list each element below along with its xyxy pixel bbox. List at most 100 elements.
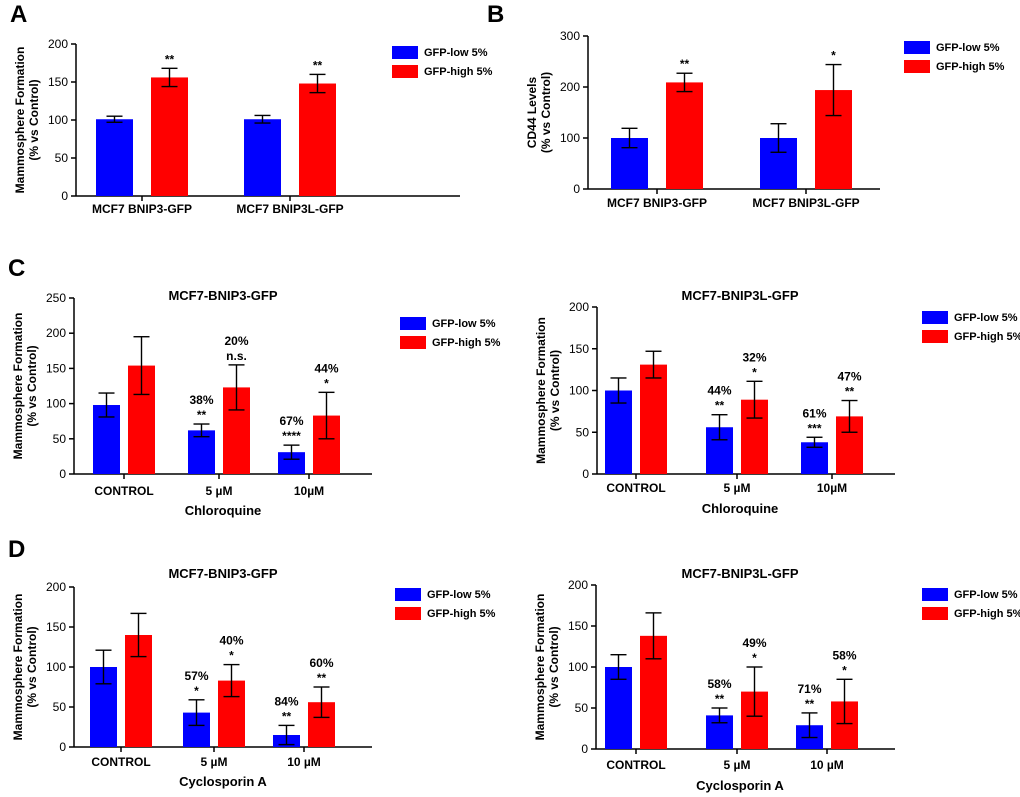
legend-swatch — [922, 311, 948, 324]
significance-label: * — [752, 365, 757, 379]
legend-swatch — [395, 607, 421, 620]
y-tick-label: 300 — [560, 29, 580, 43]
x-axis-title: Chloroquine — [702, 501, 779, 516]
chart-a: A 0 50 100 150 200 Mammosphere Formation (% vs … — [10, 1, 493, 216]
significance-label: * — [324, 376, 329, 390]
y-tick-label: 200 — [568, 578, 588, 592]
bar-gfp-high — [640, 364, 667, 474]
chart-title: MCF7-BNIP3-GFP — [168, 566, 277, 581]
significance-label: 32% — [742, 350, 766, 364]
legend-label: GFP-high 5% — [432, 337, 501, 349]
x-category-label: 10µM — [294, 484, 324, 498]
bar-gfp-low — [278, 452, 305, 474]
y-axis-title: (% vs Control) — [548, 350, 562, 431]
significance-label: 47% — [837, 370, 861, 384]
x-category-label: MCF7 BNIP3L-GFP — [752, 196, 859, 210]
y-tick-label: 100 — [48, 113, 68, 127]
bar-gfp-high — [666, 82, 703, 189]
chart-title: MCF7-BNIP3-GFP — [168, 288, 277, 303]
legend-label: GFP-high 5% — [424, 66, 493, 78]
significance-label: ** — [165, 52, 175, 66]
legend-swatch — [904, 60, 930, 73]
x-category-label: 10µM — [817, 481, 847, 495]
panel-label: B — [487, 1, 504, 28]
y-tick-label: 0 — [573, 182, 580, 196]
y-tick-label: 50 — [576, 425, 590, 439]
y-tick-label: 0 — [59, 740, 66, 754]
y-tick-label: 100 — [569, 384, 589, 398]
legend-label: GFP-high 5% — [936, 61, 1005, 73]
chart-b: B 0 100 200 300 CD44 Levels (% vs Control) MCF7… — [487, 1, 1005, 210]
x-category-label: 5 µM — [724, 758, 751, 772]
chart-title: MCF7-BNIP3L-GFP — [682, 566, 799, 581]
chart-c2: MCF7-BNIP3L-GFP 0 50 100 150 200 Mammosphere F… — [534, 288, 1020, 516]
y-tick-label: 0 — [582, 467, 589, 481]
x-axis-title: Cyclosporin A — [179, 774, 267, 789]
significance-label: 61% — [802, 406, 826, 420]
x-category-label: 5 µM — [724, 481, 751, 495]
y-tick-label: 200 — [560, 80, 580, 94]
x-category-label: CONTROL — [606, 481, 665, 495]
legend-label: GFP-low 5% — [424, 47, 488, 59]
significance-label: 57% — [184, 669, 208, 683]
y-tick-label: 0 — [61, 189, 68, 203]
y-axis-title: Mammosphere Formation — [534, 317, 548, 464]
y-tick-label: 200 — [569, 300, 589, 314]
chart-d2: MCF7-BNIP3L-GFP 0 50 100 150 200 Mammosphere F… — [533, 566, 1020, 793]
legend-swatch — [392, 65, 418, 78]
x-category-label: 10 µM — [287, 755, 321, 769]
x-category-label: MCF7 BNIP3-GFP — [92, 202, 192, 216]
significance-label: 49% — [742, 636, 766, 650]
bar-gfp-low — [188, 430, 215, 474]
bar-gfp-high — [151, 77, 188, 196]
significance-label: ** — [715, 399, 725, 413]
significance-label: ** — [282, 709, 292, 723]
y-axis-title: Mammosphere Formation — [11, 594, 25, 741]
y-axis-title: Mammosphere Formation — [13, 47, 27, 194]
significance-label: * — [229, 649, 234, 663]
y-tick-label: 150 — [568, 619, 588, 633]
y-axis-title: Mammosphere Formation — [533, 594, 547, 741]
x-axis-title: Chloroquine — [185, 503, 262, 518]
significance-label: 58% — [707, 677, 731, 691]
y-tick-label: 150 — [48, 75, 68, 89]
legend-label: GFP-low 5% — [432, 318, 496, 330]
legend-label: GFP-low 5% — [954, 312, 1018, 324]
y-tick-label: 50 — [575, 701, 589, 715]
significance-label: 44% — [314, 361, 338, 375]
y-tick-label: 200 — [46, 580, 66, 594]
y-tick-label: 100 — [568, 660, 588, 674]
significance-label: 58% — [832, 648, 856, 662]
significance-label: ** — [680, 57, 690, 71]
y-axis-title: (% vs Control) — [25, 345, 39, 426]
x-category-label: CONTROL — [91, 755, 150, 769]
legend-swatch — [904, 41, 930, 54]
y-tick-label: 100 — [46, 660, 66, 674]
legend-swatch — [392, 46, 418, 59]
legend-label: GFP-high 5% — [954, 331, 1020, 343]
legend-label: GFP-low 5% — [427, 589, 491, 601]
chart-d1: D MCF7-BNIP3-GFP 0 50 100 150 200 Mammosphere F… — [8, 536, 496, 789]
significance-label: 60% — [309, 656, 333, 670]
legend-swatch — [922, 607, 948, 620]
significance-label: * — [194, 684, 199, 698]
x-category-label: CONTROL — [94, 484, 153, 498]
bar-gfp-low — [605, 390, 632, 474]
bar-gfp-low — [96, 119, 133, 196]
x-category-label: 5 µM — [201, 755, 228, 769]
bar-gfp-low — [244, 119, 281, 196]
chart-title: MCF7-BNIP3L-GFP — [682, 288, 799, 303]
significance-label: * — [842, 663, 847, 677]
significance-label: ** — [715, 692, 725, 706]
significance-label: ** — [317, 671, 327, 685]
y-axis-title: CD44 Levels — [525, 76, 539, 148]
y-axis-title: (% vs Control) — [25, 626, 39, 707]
y-tick-label: 50 — [53, 700, 67, 714]
significance-label: *** — [807, 421, 821, 435]
significance-label: 40% — [219, 634, 243, 648]
significance-label: 67% — [279, 414, 303, 428]
x-category-label: CONTROL — [606, 758, 665, 772]
significance-label: ** — [845, 385, 855, 399]
significance-label: * — [831, 49, 836, 63]
